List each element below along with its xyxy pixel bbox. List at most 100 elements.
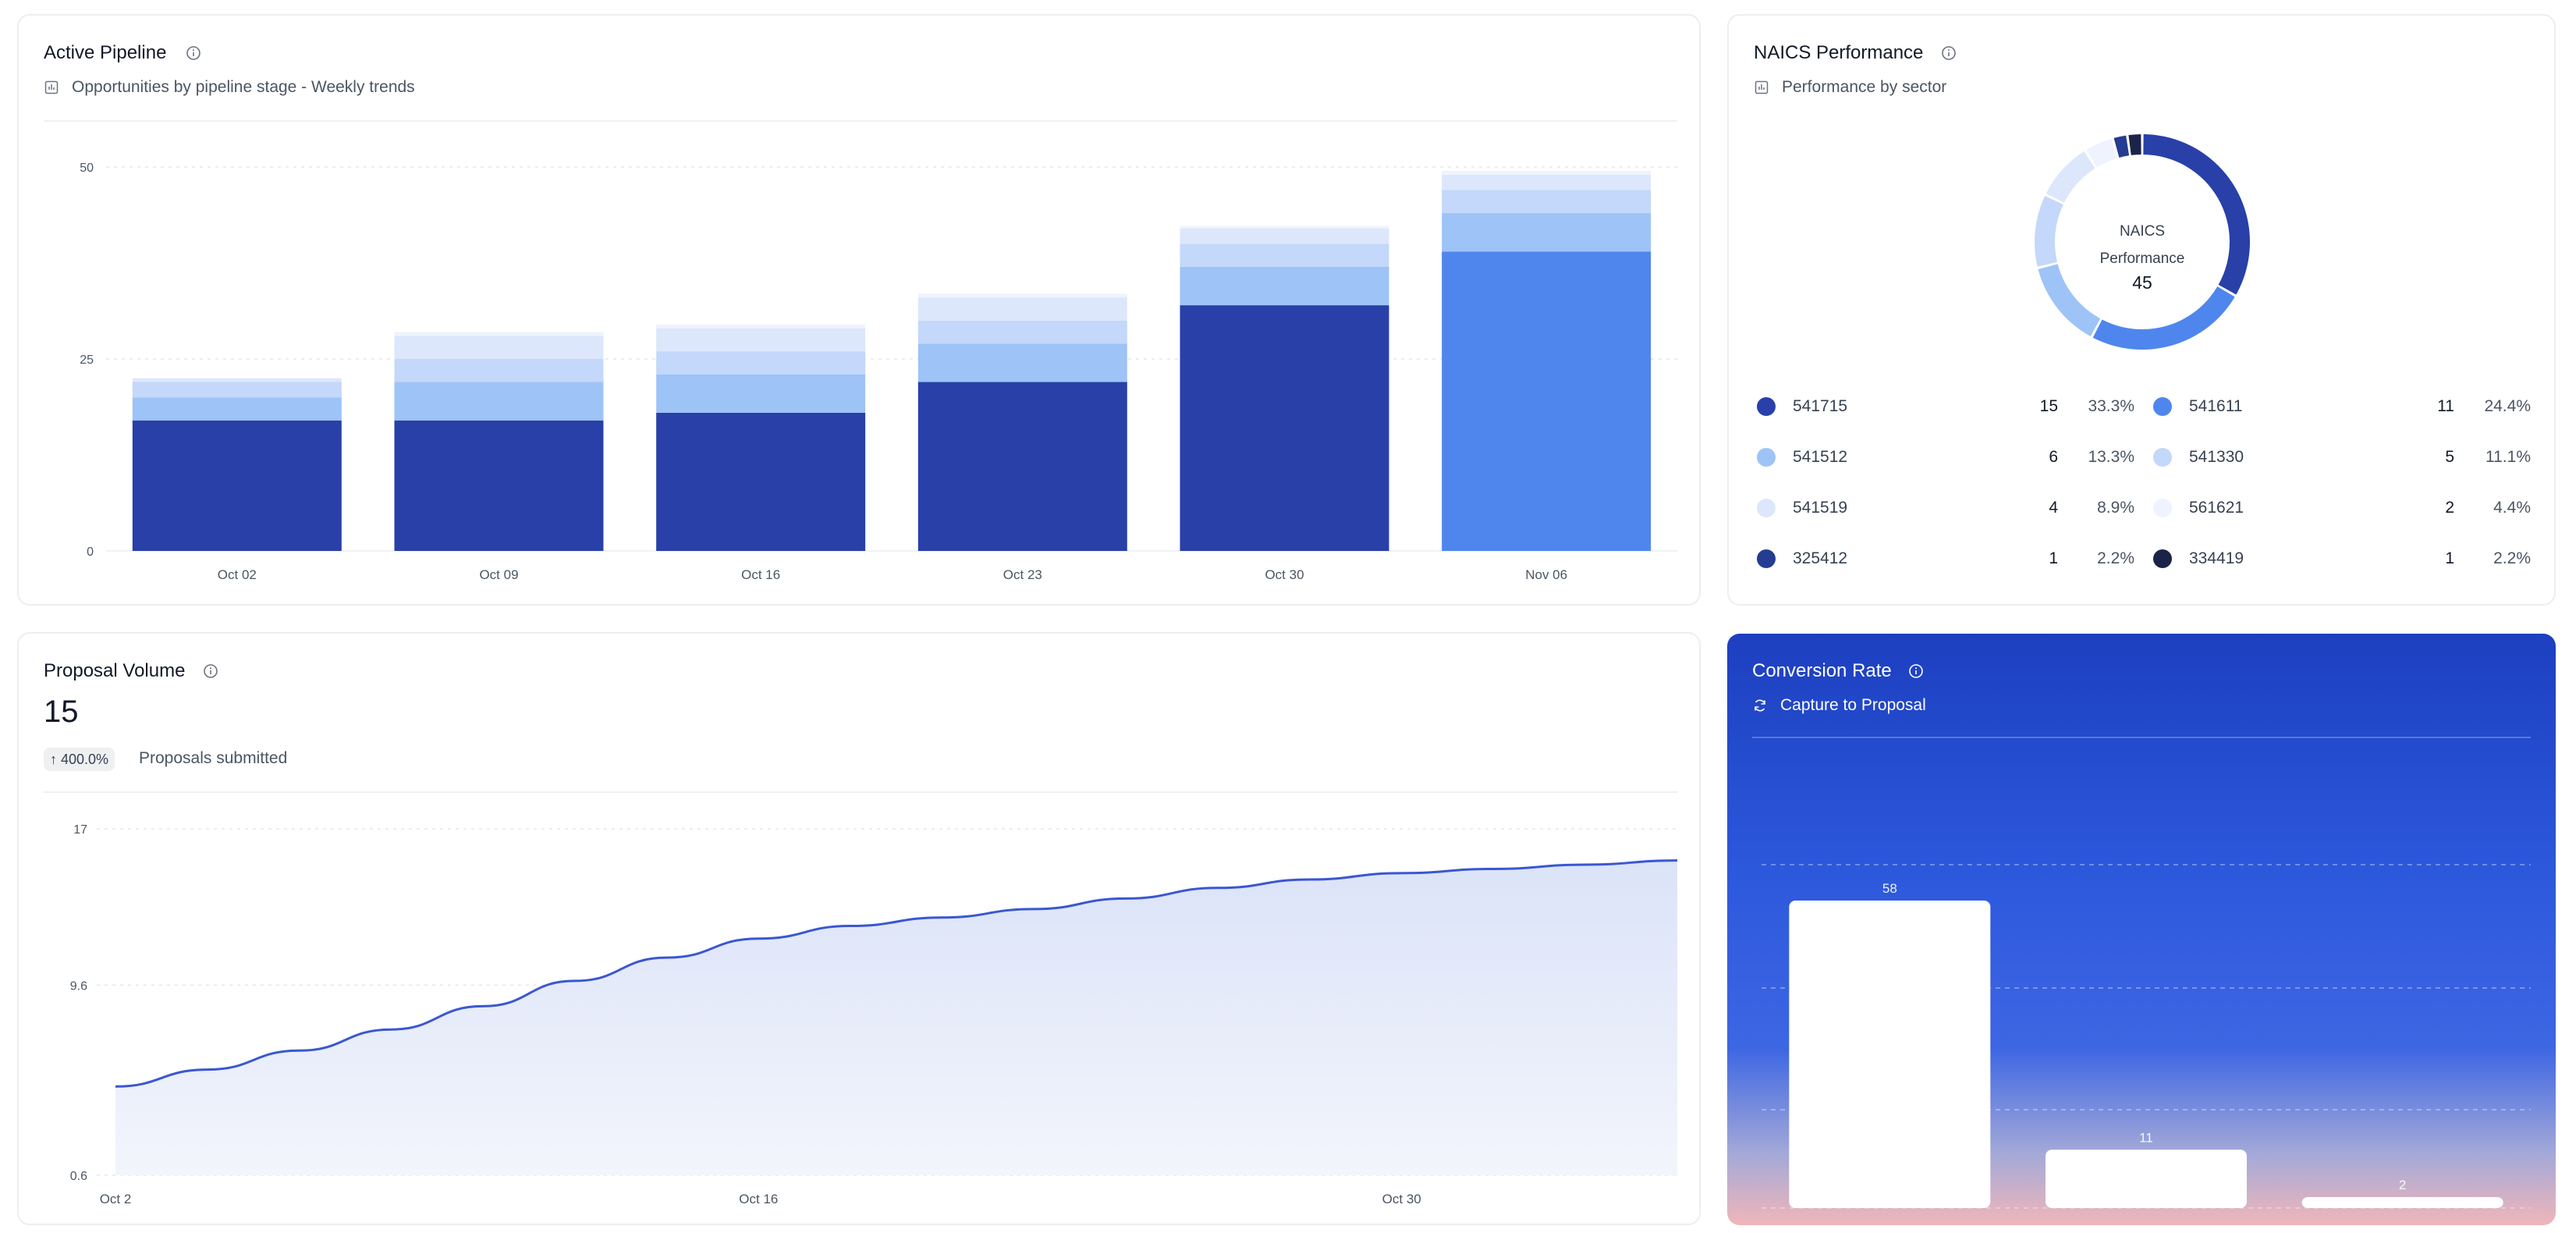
proposal-volume-card: Proposal Volume 15 ↑ 400.0% Proposals su… (17, 632, 1701, 1225)
legend-percent: 8.9% (2097, 499, 2134, 517)
donut-label-performance: Performance (2100, 251, 2185, 267)
pipeline-bar-segment (656, 374, 866, 413)
x-tick-label: Nov 06 (1525, 567, 1567, 582)
divider (44, 791, 1677, 793)
pipeline-bar-segment (394, 359, 604, 382)
legend-naics-code: 541512 (1793, 448, 1848, 466)
pipeline-bar-segment (1180, 243, 1389, 267)
donut-slice (2086, 138, 2117, 168)
legend-count: 15 (2039, 397, 2058, 415)
legend-item[interactable]: 541519 4 8.9% (1757, 495, 2134, 521)
donut-slice (2113, 135, 2130, 158)
donut-slice (2143, 134, 2250, 295)
conversion-rate-card: Conversion Rate Capture to Proposal 58To… (1727, 634, 2556, 1225)
y-tick-label: 25 (80, 354, 94, 367)
legend-item[interactable]: 334419 1 2.2% (2153, 545, 2531, 572)
proposal-volume-value: 15 (44, 695, 79, 729)
pipeline-bar-segment (917, 382, 1127, 551)
naics-subtitle: Performance by sector (1782, 78, 1947, 96)
legend-naics-code: 541330 (2189, 448, 2244, 466)
legend-percent: 33.3% (2088, 397, 2134, 415)
naics-performance-card: NAICS Performance Performance by sector … (1727, 14, 2556, 606)
conversion-bar (1789, 901, 1991, 1208)
y-tick-label: 0.6 (70, 1170, 87, 1183)
pipeline-bar-segment (132, 382, 342, 398)
pipeline-bar-segment (917, 293, 1127, 298)
x-tick-label: Oct 16 (741, 567, 780, 582)
conversion-subtitle: Capture to Proposal (1780, 696, 1926, 714)
pipeline-bar-segment (132, 378, 342, 382)
legend-percent: 4.4% (2493, 499, 2531, 517)
donut-slice (2038, 264, 2101, 337)
x-tick-label: Oct 2 (100, 1192, 132, 1206)
area-fill (115, 860, 1677, 1175)
legend-item[interactable]: 541330 5 11.1% (2153, 444, 2531, 471)
pipeline-bar-segment (1442, 170, 1652, 175)
donut-slice (2046, 151, 2095, 203)
legend-item[interactable]: 561621 2 4.4% (2153, 495, 2531, 521)
pipeline-stacked-bar-chart: 0 25 50 Oct 02 Oct 09 Oct 16 Oct 23 Oct 30 Nov 0… (80, 162, 1677, 582)
legend-item[interactable]: 541512 6 13.3% (1757, 444, 2134, 471)
legend-naics-code: 541519 (1793, 499, 1848, 517)
trend-value: 400.0% (61, 752, 109, 767)
pipeline-bar-segment (1442, 190, 1652, 214)
info-icon[interactable] (1908, 663, 1924, 679)
legend-color-dot (1757, 549, 1776, 568)
legend-color-dot (1757, 397, 1776, 416)
info-icon[interactable] (186, 45, 201, 61)
legend-naics-code: 325412 (1793, 549, 1848, 567)
proposal-volume-title: Proposal Volume (44, 660, 186, 681)
active-pipeline-subtitle: Opportunities by pipeline stage - Weekly… (72, 78, 415, 96)
donut-slice (2035, 195, 2063, 267)
naics-title: NAICS Performance (1754, 42, 1924, 63)
series-line (115, 859, 1678, 1088)
trend-badge: ↑ 400.0% (44, 748, 115, 771)
legend-count: 11 (2437, 397, 2454, 415)
info-icon[interactable] (203, 663, 218, 679)
pipeline-bar-segment (917, 343, 1127, 382)
conversion-bar (2301, 1197, 2503, 1208)
legend-item[interactable]: 541611 11 24.4% (2153, 393, 2531, 420)
x-tick-label: Oct 09 (479, 567, 518, 582)
pipeline-bar-segment (917, 320, 1127, 344)
legend-color-dot (2153, 549, 2172, 568)
y-tick-label: 50 (80, 162, 94, 175)
bar-value-label: 11 (2139, 1130, 2153, 1145)
info-icon[interactable] (1941, 45, 1957, 61)
pipeline-bar-segment (917, 297, 1127, 321)
legend-item[interactable]: 325412 1 2.2% (1757, 545, 2134, 572)
legend-percent: 24.4% (2484, 397, 2531, 415)
refresh-icon (1755, 699, 1765, 712)
active-pipeline-title: Active Pipeline (44, 42, 167, 63)
x-tick-label: Oct 23 (1003, 567, 1042, 582)
pipeline-bar-segment (1442, 213, 1652, 252)
legend-count: 1 (2049, 549, 2058, 567)
x-tick-label: Oct 30 (1265, 567, 1304, 582)
conversion-bar (2046, 1149, 2247, 1208)
x-tick-label: Oct 30 (1382, 1192, 1421, 1206)
bar-chart-icon (1755, 80, 1769, 94)
legend-naics-code: 334419 (2189, 549, 2244, 567)
naics-legend: 541715 15 33.3% 541611 11 24.4% 541512 6 13.3% 54… (1729, 16, 2557, 607)
proposal-volume-area-chart: 0.6 9.6 17 Oct 2 Oct 16 Oct 30 (70, 823, 1678, 1206)
bar-chart-icon (44, 80, 59, 94)
pipeline-bar-segment (394, 336, 604, 359)
pipeline-bar-segment (656, 351, 866, 375)
pipeline-bar-segment (1180, 226, 1389, 229)
trend-label: Proposals submitted (139, 749, 288, 767)
pipeline-bar-segment (394, 382, 604, 421)
y-tick-label: 0 (87, 545, 94, 559)
pipeline-bar-segment (1180, 305, 1389, 551)
pipeline-bar-segment (1180, 266, 1389, 306)
donut-slice (2092, 286, 2235, 350)
pipeline-bar-segment (656, 412, 866, 551)
legend-item[interactable]: 541715 15 33.3% (1757, 393, 2134, 420)
y-tick-label: 9.6 (70, 979, 87, 993)
legend-color-dot (2153, 397, 2172, 416)
legend-color-dot (1757, 499, 1776, 517)
pipeline-bar-segment (656, 324, 866, 329)
bar-value-label: 2 (2399, 1178, 2406, 1192)
legend-count: 1 (2445, 549, 2454, 567)
donut-label-naics: NAICS (2120, 223, 2165, 240)
pipeline-bar-segment (656, 328, 866, 352)
